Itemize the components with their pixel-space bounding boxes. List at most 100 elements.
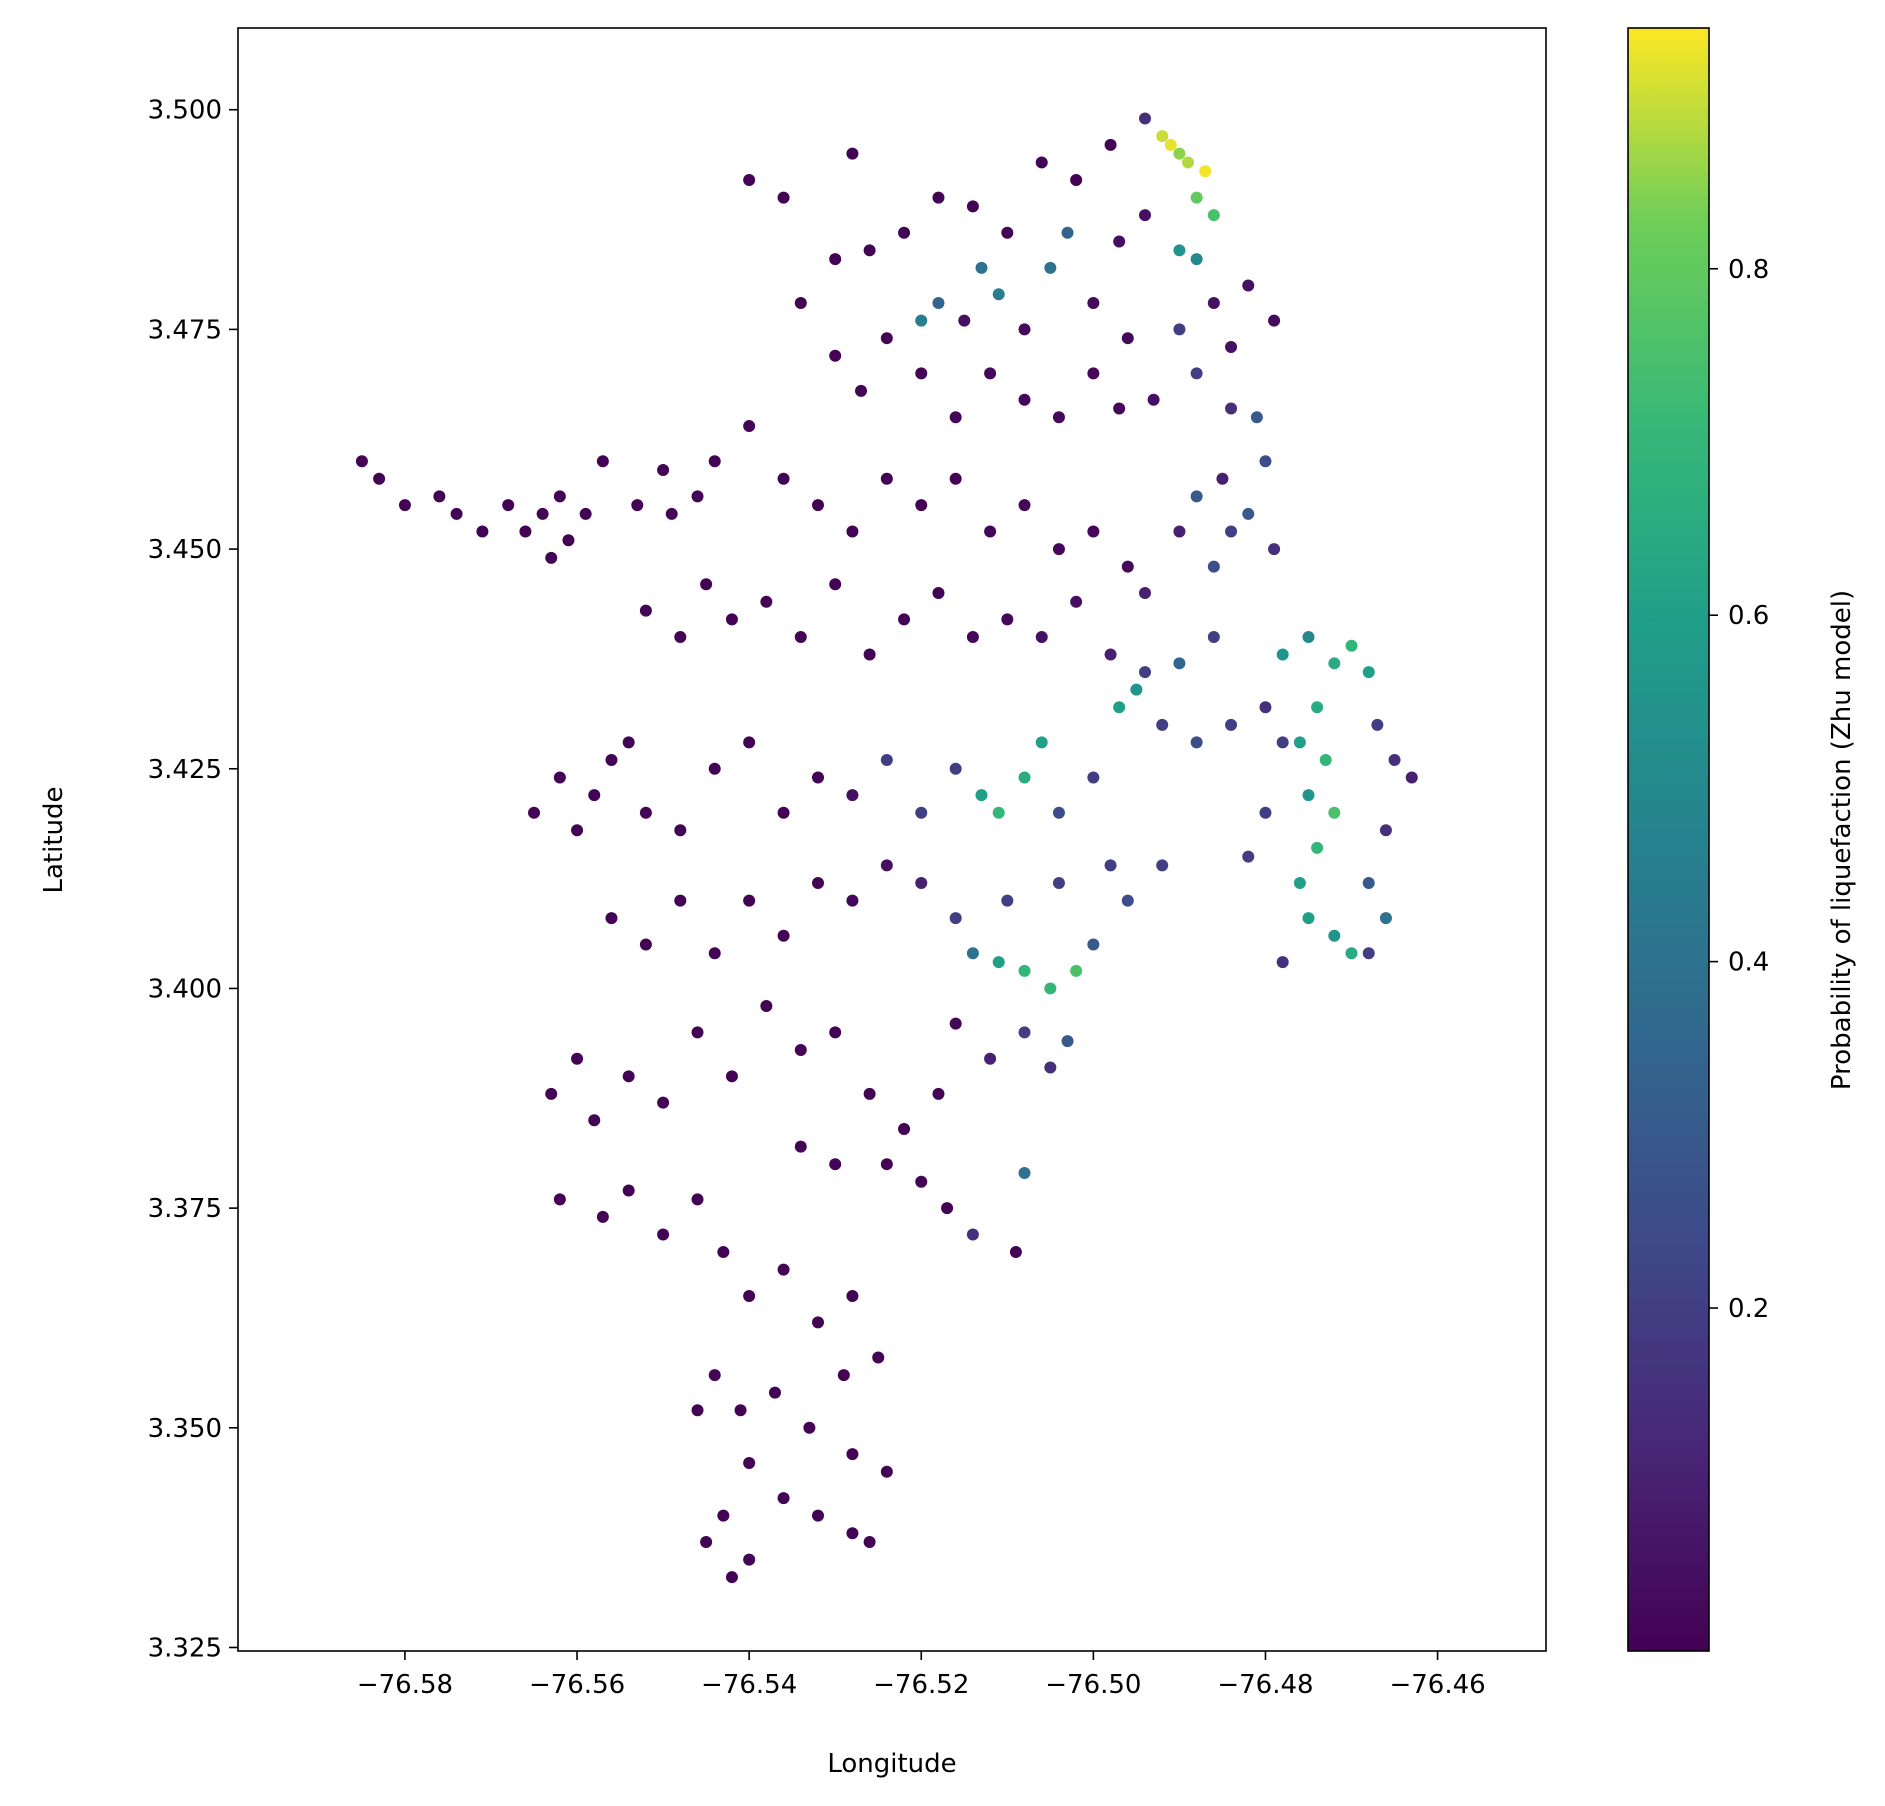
data-point	[949, 472, 962, 485]
data-point	[846, 147, 859, 160]
data-point	[1138, 112, 1151, 125]
data-point	[596, 455, 609, 468]
data-point	[1379, 824, 1392, 837]
x-axis-label: Longitude	[827, 1749, 956, 1779]
data-point	[915, 314, 928, 327]
data-point	[674, 630, 687, 643]
x-axis: −76.58 −76.56 −76.54 −76.52 −76.50 −76.48 −76.…	[357, 1651, 1486, 1700]
data-point	[1001, 226, 1014, 239]
data-point	[1138, 587, 1151, 600]
data-point	[880, 1465, 893, 1478]
data-point	[846, 1289, 859, 1302]
data-point	[768, 1386, 781, 1399]
data-point	[708, 762, 721, 775]
data-point	[829, 349, 842, 362]
data-point	[1345, 639, 1358, 652]
data-point	[811, 499, 824, 512]
data-point	[1121, 332, 1134, 345]
data-point	[1052, 543, 1065, 556]
data-point	[622, 736, 635, 749]
data-point	[966, 200, 979, 213]
data-point	[1250, 411, 1263, 424]
data-point	[1070, 174, 1083, 187]
data-point	[674, 824, 687, 837]
data-point	[528, 806, 541, 819]
data-point	[846, 525, 859, 538]
data-point	[898, 226, 911, 239]
data-point	[1035, 156, 1048, 169]
data-point	[1199, 165, 1212, 178]
data-point	[1018, 1026, 1031, 1039]
data-point	[880, 472, 893, 485]
data-point	[760, 595, 773, 608]
data-point	[1259, 455, 1272, 468]
data-point	[1225, 525, 1238, 538]
data-point	[1328, 929, 1341, 942]
data-point	[880, 1158, 893, 1171]
data-point	[631, 499, 644, 512]
data-point	[760, 1000, 773, 1013]
data-point	[657, 1096, 670, 1109]
data-point	[588, 789, 601, 802]
data-point	[717, 1246, 730, 1259]
colorbar-tick-label: 0.2	[1728, 1294, 1769, 1324]
data-point	[1328, 657, 1341, 670]
data-point	[984, 367, 997, 380]
data-point	[519, 525, 532, 538]
data-point	[553, 490, 566, 503]
data-point	[975, 789, 988, 802]
data-point	[811, 1509, 824, 1522]
data-point	[1345, 947, 1358, 960]
data-point	[846, 1527, 859, 1540]
data-point	[1156, 859, 1169, 872]
y-tick-label: 3.425	[148, 755, 222, 785]
y-tick-label: 3.400	[148, 974, 222, 1004]
data-point	[674, 894, 687, 907]
data-point	[1328, 806, 1341, 819]
data-point	[811, 876, 824, 889]
data-point	[743, 736, 756, 749]
data-point	[1311, 841, 1324, 854]
data-point	[562, 534, 575, 547]
data-point	[811, 1316, 824, 1329]
data-point	[794, 630, 807, 643]
colorbar-label: Probability of liquefaction (Zhu model)	[1827, 590, 1857, 1090]
data-point	[846, 894, 859, 907]
data-point	[476, 525, 489, 538]
data-point	[846, 789, 859, 802]
colorbar-tick-label: 0.4	[1728, 948, 1769, 978]
data-point	[1405, 771, 1418, 784]
data-point	[355, 455, 368, 468]
colorbar-tick-label: 0.6	[1728, 601, 1769, 631]
data-point	[984, 1052, 997, 1065]
y-tick-label: 3.450	[148, 535, 222, 565]
data-point	[1156, 130, 1169, 143]
data-point	[915, 499, 928, 512]
data-point	[1173, 244, 1186, 257]
data-point	[777, 1492, 790, 1505]
y-tick-label: 3.500	[148, 96, 222, 126]
data-point	[657, 463, 670, 476]
data-point	[829, 253, 842, 266]
data-point	[915, 1175, 928, 1188]
data-point	[932, 297, 945, 310]
plot-frame	[237, 27, 1547, 1652]
data-point	[700, 1536, 713, 1549]
data-point	[605, 753, 618, 766]
data-point	[588, 1114, 601, 1127]
data-point	[1044, 261, 1057, 274]
data-point	[1242, 507, 1255, 520]
data-point	[1379, 912, 1392, 925]
data-point	[1018, 393, 1031, 406]
data-point	[1164, 138, 1177, 151]
data-point	[863, 1087, 876, 1100]
data-point	[1276, 648, 1289, 661]
data-point	[932, 191, 945, 204]
data-point	[966, 1228, 979, 1241]
data-point	[794, 1140, 807, 1153]
data-point	[777, 929, 790, 942]
data-point	[966, 630, 979, 643]
data-point	[605, 912, 618, 925]
data-point	[1018, 499, 1031, 512]
